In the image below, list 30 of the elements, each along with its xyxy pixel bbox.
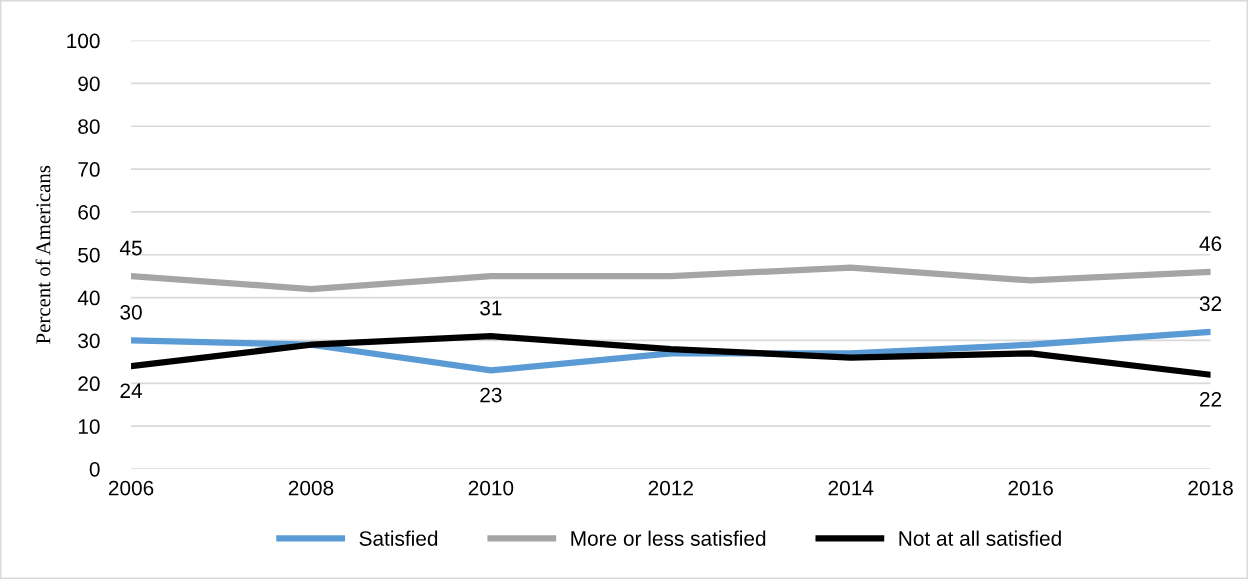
- x-tick-label: 2014: [828, 480, 874, 496]
- y-tick-label: 0: [89, 461, 100, 477]
- data-label: 32: [1199, 296, 1222, 312]
- y-tick-label: 70: [78, 162, 100, 177]
- y-tick-label: 100: [67, 33, 100, 49]
- data-label: 30: [120, 304, 142, 320]
- data-label: 22: [1200, 391, 1222, 407]
- y-tick-label: 90: [78, 76, 100, 92]
- data-label: 24: [120, 383, 143, 398]
- x-tick-label: 2008: [288, 480, 334, 496]
- x-tick-label: 2016: [1008, 480, 1053, 496]
- data-label: 45: [119, 240, 142, 256]
- legend-label: Satisfied: [359, 530, 438, 546]
- data-label: 23: [480, 387, 502, 403]
- y-tick-label: 10: [78, 419, 100, 434]
- y-tick-label: 20: [78, 376, 100, 392]
- data-label: 46: [1199, 236, 1222, 252]
- y-axis-title: Percent of Americans: [35, 165, 51, 344]
- legend-label: More or less satisfied: [571, 530, 766, 546]
- y-tick-label: 40: [77, 290, 100, 306]
- y-tick-label: 60: [78, 204, 100, 220]
- x-tick-label: 2012: [648, 480, 693, 496]
- x-tick-label: 2006: [108, 480, 154, 496]
- legend-label: Not at all satisfied: [899, 530, 1061, 546]
- y-tick-label: 80: [78, 119, 100, 134]
- y-tick-label: 30: [78, 333, 100, 349]
- x-tick-label: 2018: [1188, 480, 1233, 496]
- y-tick-label: 50: [78, 247, 100, 263]
- data-label: 31: [480, 300, 502, 316]
- x-tick-label: 2010: [468, 480, 514, 496]
